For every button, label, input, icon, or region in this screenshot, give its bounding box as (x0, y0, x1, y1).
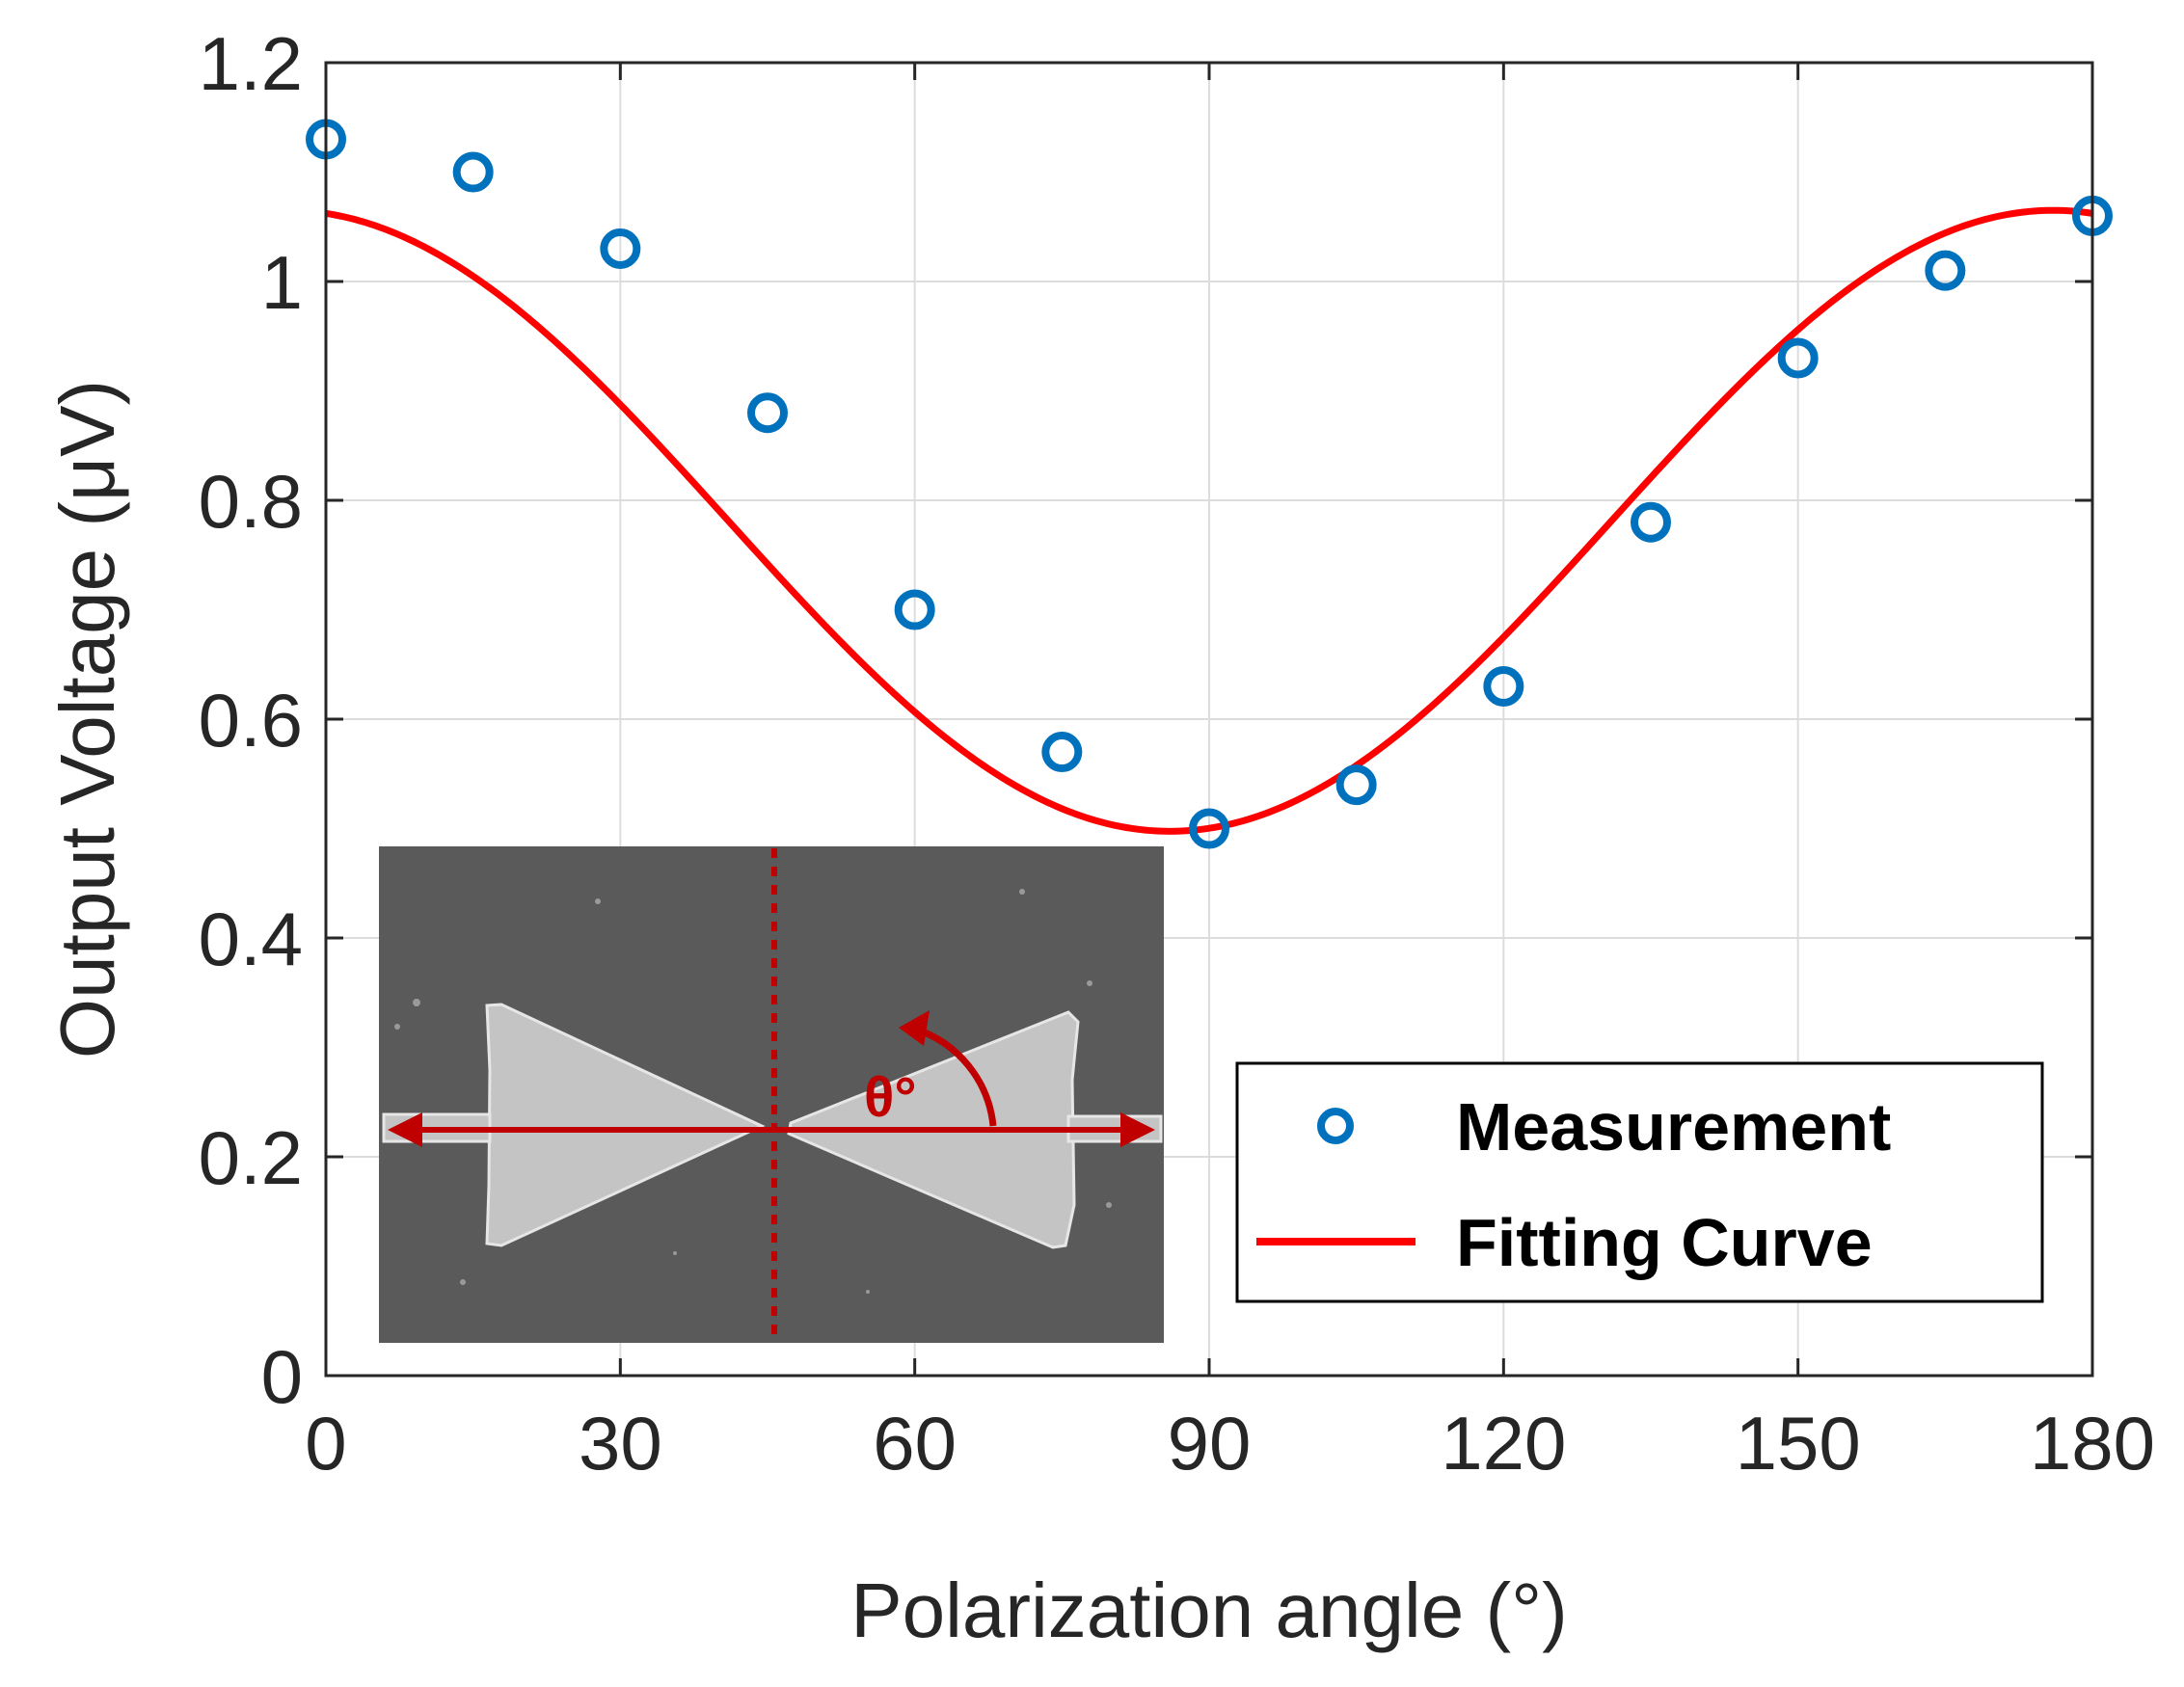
legend-measurement-label: Measurement (1456, 1089, 1891, 1165)
y-tick-labels: 0 0.2 0.4 0.6 0.8 1 1.2 (199, 21, 303, 1419)
measurement-point (1335, 764, 1377, 806)
sem-speck (1087, 980, 1092, 986)
fit-curve-layer (325, 206, 2093, 835)
measurement-point (452, 151, 494, 193)
legend-box (1235, 1061, 2044, 1303)
y-tick-label: 1.2 (199, 21, 303, 106)
y-tick-label: 1 (261, 240, 303, 325)
y-tick-label: 0.2 (199, 1115, 303, 1200)
measurement-point (1483, 665, 1524, 707)
angle-arc-arrowhead (899, 1010, 930, 1046)
measurement-point (1777, 337, 1819, 379)
measurement-point (1925, 250, 1966, 291)
measurement-point (747, 392, 788, 434)
x-tick-label: 30 (579, 1401, 662, 1486)
x-tick-label: 0 (305, 1401, 346, 1486)
y-tick-label: 0.8 (199, 459, 303, 544)
legend-measurement-marker (1317, 1108, 1354, 1144)
measurement-point (1631, 501, 1671, 543)
measurement-point (894, 589, 935, 630)
sem-speck (1106, 1202, 1112, 1208)
fitting-curve-line (325, 206, 2093, 835)
x-tick-label: 180 (2030, 1401, 2155, 1486)
y-tick-label: 0 (261, 1334, 303, 1419)
sem-speck (394, 1024, 400, 1030)
x-tick-label: 90 (1168, 1401, 1252, 1486)
measurement-point (1189, 808, 1229, 849)
sem-speck (1019, 889, 1025, 895)
measurement-point (1041, 732, 1083, 773)
legend: Measurement Fitting Curve (1235, 1061, 2044, 1303)
angle-arc (912, 1025, 997, 1127)
measurement-markers (306, 119, 2113, 849)
y-axis-label: Output Voltage (μV) (44, 380, 130, 1058)
x-tick-labels: 0 30 60 90 120 150 180 (305, 1401, 2155, 1486)
measurement-point (600, 228, 641, 269)
y-tick-label: 0.6 (199, 678, 303, 763)
legend-fit-label: Fitting Curve (1456, 1205, 1873, 1280)
x-axis-label: Polarization angle (°) (850, 1567, 1567, 1653)
x-tick-label: 60 (873, 1401, 957, 1486)
sem-speck (413, 999, 420, 1006)
x-tick-label: 150 (1736, 1401, 1861, 1486)
sem-speck (673, 1251, 677, 1255)
sem-speck (460, 1279, 466, 1285)
sem-inset: θ° (379, 846, 1164, 1343)
theta-label: θ° (864, 1066, 917, 1129)
axis-ticks (324, 61, 2094, 1378)
y-tick-label: 0.4 (199, 897, 303, 981)
x-tick-label: 120 (1441, 1401, 1566, 1486)
sem-speck (866, 1290, 870, 1294)
sem-speck (595, 898, 601, 904)
sem-noise-specks (394, 889, 1112, 1294)
